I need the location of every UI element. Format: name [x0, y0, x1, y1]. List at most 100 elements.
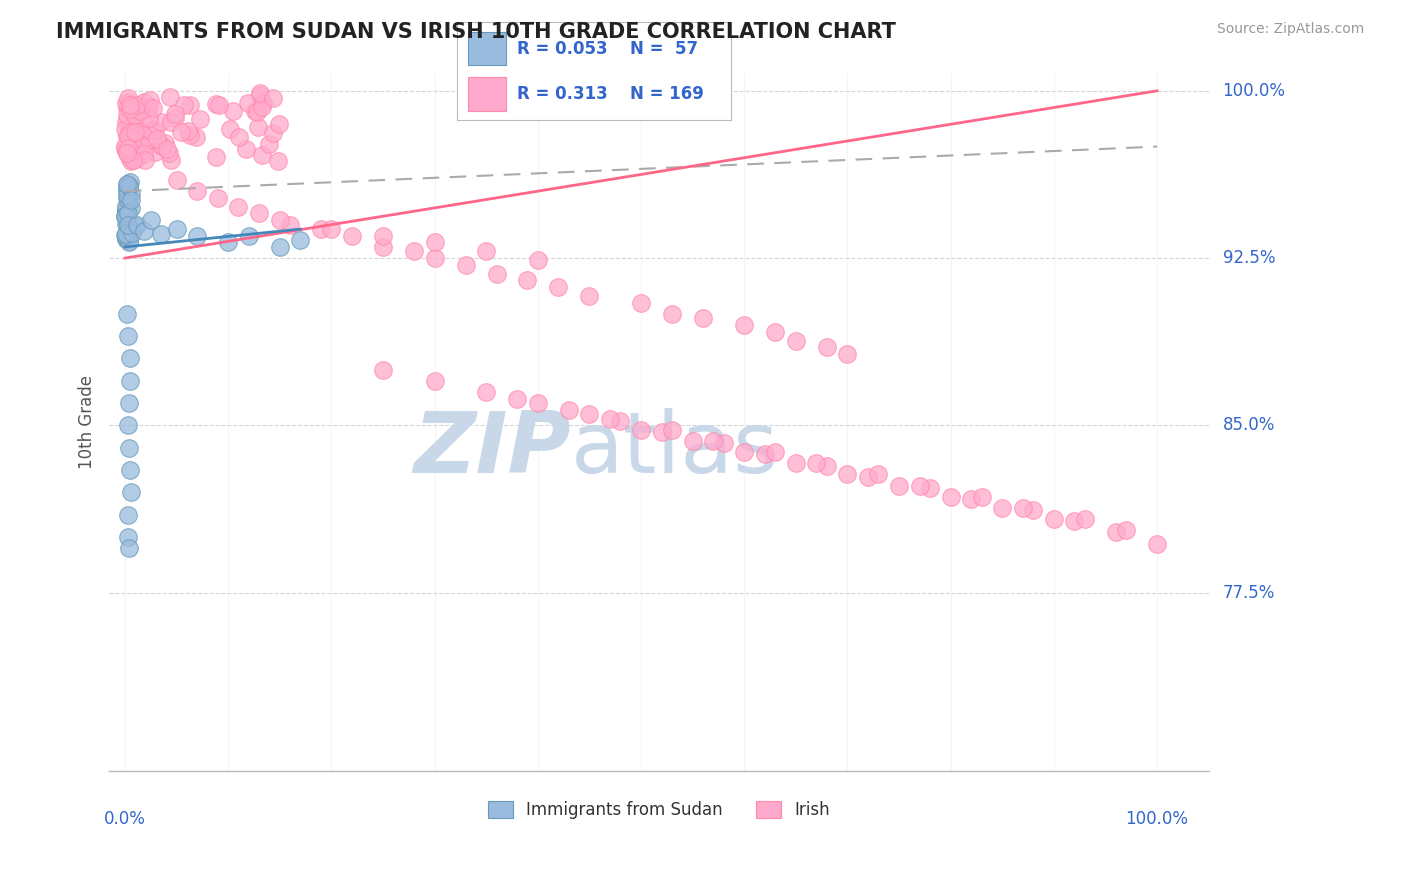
Point [115, 209, 138, 223]
Point [128, 103, 150, 118]
Text: 100.0%: 100.0% [1126, 810, 1188, 828]
Point [115, 177, 138, 191]
Point [205, 96, 228, 111]
Point [115, 232, 138, 246]
FancyBboxPatch shape [468, 78, 506, 111]
Point [117, 141, 139, 155]
Point [131, 128, 153, 142]
Point [125, 103, 148, 117]
Point [1063, 514, 1085, 528]
Point [115, 189, 138, 203]
Point [321, 222, 343, 236]
Point [713, 436, 735, 450]
Point [763, 325, 786, 339]
Point [120, 154, 142, 169]
Point [159, 89, 181, 103]
Point [118, 98, 141, 112]
Point [837, 467, 859, 482]
Point [115, 95, 138, 110]
Point [868, 467, 890, 482]
Point [475, 384, 498, 399]
Point [238, 228, 260, 243]
Point [120, 463, 142, 477]
Point [578, 289, 600, 303]
Point [371, 228, 394, 243]
Point [692, 311, 714, 326]
Point [120, 102, 142, 116]
Point [558, 402, 581, 417]
Point [115, 209, 138, 223]
Point [115, 307, 138, 321]
Point [125, 98, 148, 112]
Point [118, 179, 141, 194]
Point [155, 136, 177, 150]
Point [630, 423, 652, 437]
Point [785, 334, 807, 348]
Point [163, 111, 186, 125]
Point [207, 191, 229, 205]
Point [149, 115, 172, 129]
Point [222, 104, 245, 119]
Point [238, 96, 260, 111]
Point [120, 187, 142, 202]
Point [163, 106, 186, 120]
Point [1043, 512, 1066, 526]
Point [371, 362, 394, 376]
Point [139, 94, 162, 108]
Point [960, 491, 983, 506]
Point [166, 222, 188, 236]
Point [423, 235, 446, 250]
Point [262, 91, 284, 105]
Point [150, 139, 173, 153]
Point [547, 280, 569, 294]
Point [120, 201, 142, 215]
Point [139, 213, 162, 227]
Point [138, 111, 160, 125]
Point [120, 136, 142, 151]
Point [115, 101, 138, 115]
Point [160, 153, 183, 168]
Point [186, 130, 208, 145]
Point [290, 233, 312, 247]
Point [114, 218, 136, 232]
Point [157, 146, 180, 161]
Point [120, 374, 142, 388]
Point [114, 114, 136, 128]
Point [179, 98, 201, 112]
Point [115, 107, 138, 121]
Point [661, 423, 683, 437]
Point [114, 138, 136, 153]
Point [129, 103, 152, 118]
Point [120, 193, 142, 207]
Point [250, 147, 273, 161]
Point [371, 240, 394, 254]
Point [120, 175, 142, 189]
Text: Source: ZipAtlas.com: Source: ZipAtlas.com [1216, 22, 1364, 37]
Point [117, 129, 139, 144]
Point [475, 244, 498, 259]
Point [243, 103, 266, 118]
Point [156, 142, 179, 156]
Point [423, 251, 446, 265]
Point [250, 100, 273, 114]
Point [1105, 525, 1128, 540]
Point [124, 219, 146, 234]
Text: 77.5%: 77.5% [1223, 583, 1275, 601]
Point [120, 128, 142, 143]
Text: 85.0%: 85.0% [1223, 417, 1275, 434]
Legend: Immigrants from Sudan, Irish: Immigrants from Sudan, Irish [481, 794, 837, 825]
Point [124, 141, 146, 155]
Point [121, 104, 143, 119]
Point [599, 411, 621, 425]
Point [124, 133, 146, 147]
Point [146, 132, 169, 146]
Point [115, 145, 138, 160]
Point [117, 418, 139, 433]
Point [186, 184, 208, 198]
Point [516, 273, 538, 287]
Point [454, 258, 477, 272]
Point [939, 490, 962, 504]
Point [150, 227, 173, 241]
Point [121, 133, 143, 147]
Point [115, 227, 138, 241]
